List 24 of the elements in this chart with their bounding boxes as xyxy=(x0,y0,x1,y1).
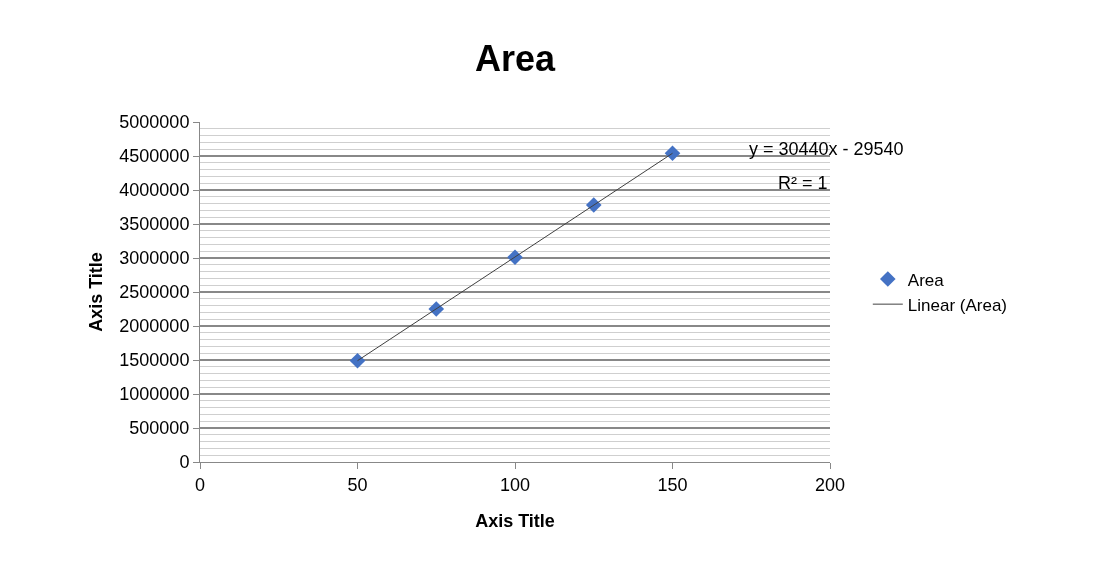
y-tick-label: 3500000 xyxy=(119,214,190,235)
x-axis-title: Axis Title xyxy=(475,510,555,531)
y-tick-label: 2000000 xyxy=(119,316,190,337)
y-axis-title: Axis Title xyxy=(85,252,106,332)
y-tick-label: 4000000 xyxy=(119,180,190,201)
chart-title: Area xyxy=(474,37,556,79)
y-tick-label: 1000000 xyxy=(119,384,190,405)
annotation: R² = 1 xyxy=(778,173,828,193)
x-tick-label: 50 xyxy=(347,474,368,495)
y-tick-label: 0 xyxy=(179,452,190,473)
y-tick-label: 3000000 xyxy=(119,248,190,269)
x-tick-label: 100 xyxy=(499,474,531,495)
x-tick-label: 200 xyxy=(814,474,846,495)
legend-label: Linear (Area) xyxy=(907,295,1008,315)
legend-label: Area xyxy=(907,270,945,290)
point xyxy=(664,145,681,162)
x-tick-label: 150 xyxy=(657,474,688,495)
x-tick-label: 0 xyxy=(194,474,206,495)
annotation: y = 30440x - 29540 xyxy=(749,139,904,159)
y-tick-label: 2500000 xyxy=(119,282,190,303)
y-tick-label: 5000000 xyxy=(119,112,190,133)
y-tick-label: 4500000 xyxy=(119,146,190,167)
y-tick-label: 500000 xyxy=(129,418,190,439)
y-tick-label: 1500000 xyxy=(119,350,190,371)
